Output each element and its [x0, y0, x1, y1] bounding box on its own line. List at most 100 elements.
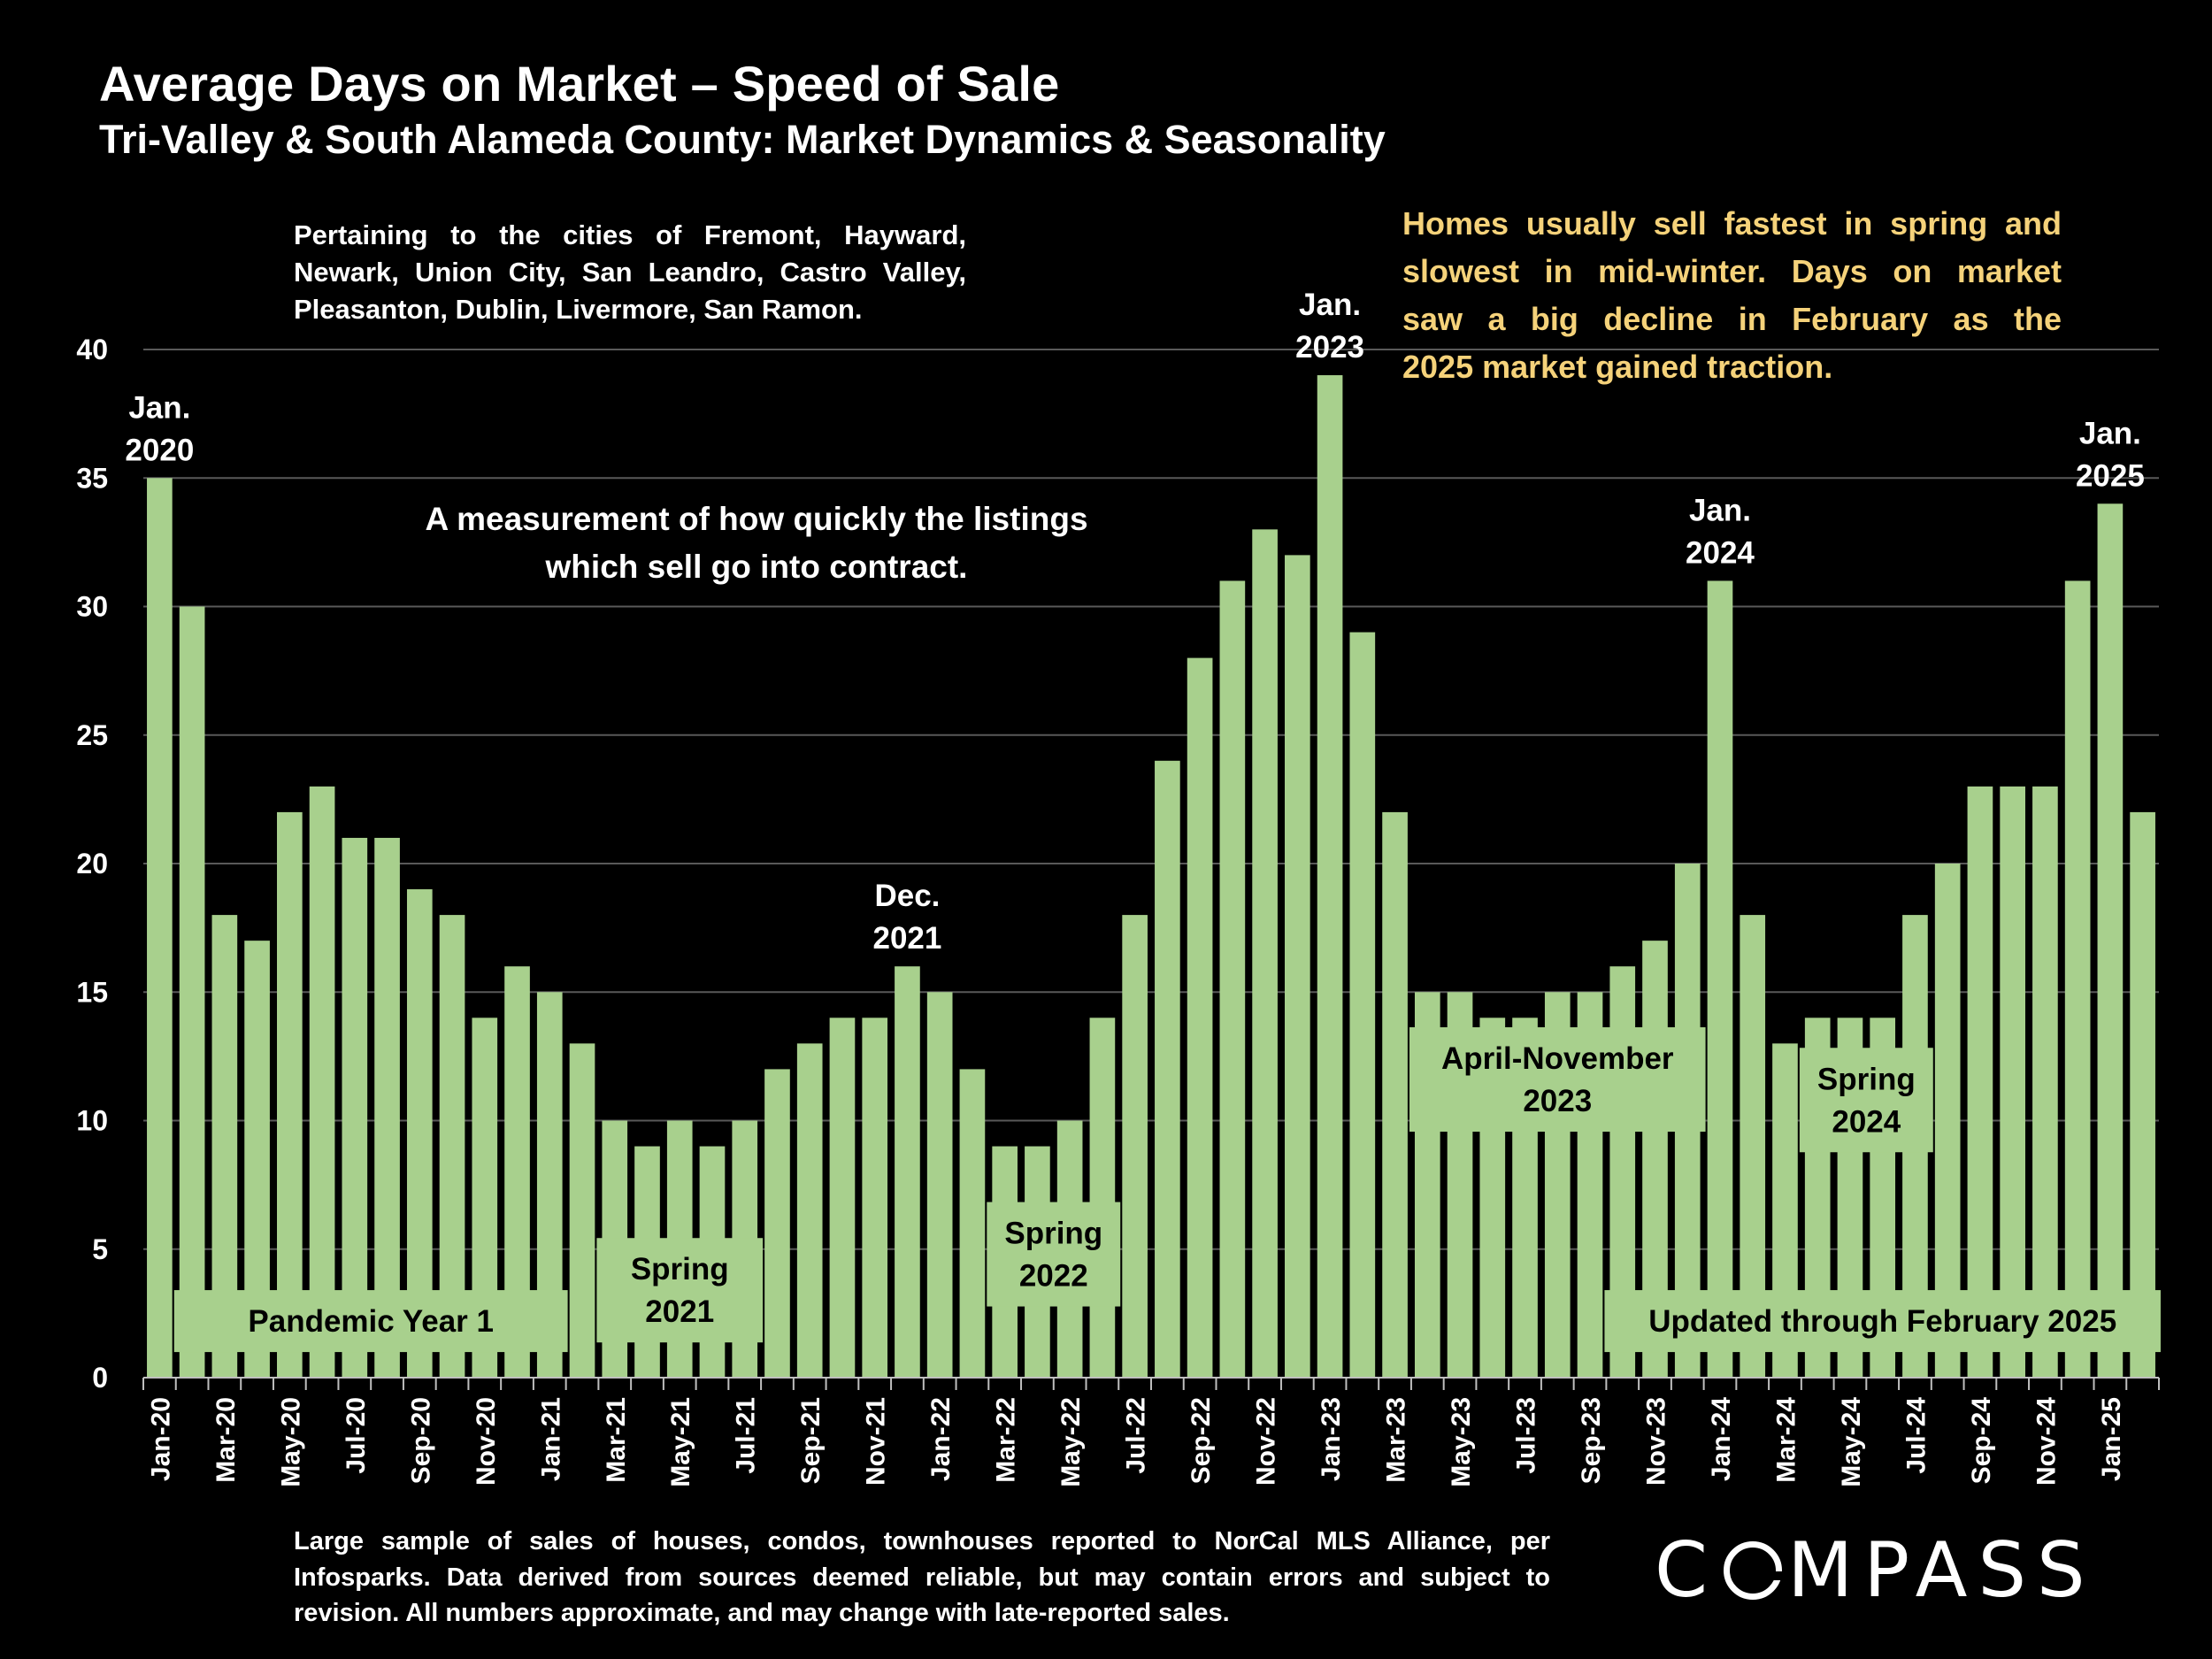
period-label: 2022 — [1019, 1259, 1088, 1294]
x-tick-label: May-23 — [1447, 1397, 1476, 1487]
x-tick-label: Nov-23 — [1642, 1397, 1671, 1486]
peak-label: 2021 — [872, 921, 941, 956]
x-tick-label: Jan-20 — [146, 1397, 175, 1481]
period-label: Spring — [1004, 1217, 1102, 1251]
period-label: Spring — [631, 1252, 729, 1286]
y-tick-label: 10 — [76, 1105, 108, 1137]
footnote-line: Infosparks. Data derived from sources de… — [294, 1563, 1550, 1592]
footnote-line: Large sample of sales of houses, condos,… — [294, 1527, 1550, 1555]
measurement-note-line: A measurement of how quickly the listing… — [425, 501, 1088, 537]
bar — [1349, 632, 1376, 1378]
seasonality-note: Homes usually sell fastest in spring and… — [1402, 200, 2062, 391]
bar — [374, 837, 400, 1378]
bar — [1252, 529, 1278, 1378]
x-tick-label: Sep-21 — [796, 1397, 826, 1484]
cities-note-line: Pertaining to the cities of Fremont, Hay… — [294, 219, 966, 250]
bar — [764, 1069, 790, 1378]
x-tick-label: Jul-21 — [732, 1397, 761, 1474]
period-label: 2024 — [1832, 1104, 1901, 1139]
bar — [1122, 915, 1148, 1378]
period-label: April-November — [1441, 1041, 1674, 1076]
bar — [796, 1043, 823, 1378]
period-label-box — [987, 1202, 1121, 1307]
bar — [1219, 580, 1246, 1378]
bar — [2130, 811, 2155, 1378]
cities-note-line: Newark, Union City, San Leandro, Castro … — [294, 256, 966, 288]
x-tick-label: Mar-20 — [211, 1397, 241, 1483]
x-tick-label: Jan-23 — [1317, 1397, 1346, 1481]
x-tick-label: Mar-21 — [602, 1397, 631, 1483]
x-tick-label: Mar-22 — [992, 1397, 1021, 1483]
x-tick-label: Sep-23 — [1577, 1397, 1606, 1484]
footnote-line: revision. All numbers approximate, and m… — [294, 1599, 1230, 1628]
bar — [1285, 555, 1310, 1378]
peak-label: Jan. — [128, 390, 190, 425]
period-label-box — [173, 1290, 568, 1353]
bar — [1155, 760, 1180, 1378]
peak-label: Jan. — [2079, 416, 2141, 450]
period-label: 2021 — [645, 1294, 714, 1329]
bar — [2097, 503, 2124, 1378]
period-label-box — [1409, 1027, 1706, 1133]
bar — [2064, 580, 2091, 1378]
peak-label: 2023 — [1295, 330, 1364, 365]
x-tick-label: Jan-22 — [926, 1397, 956, 1481]
x-tick-label: May-21 — [666, 1397, 695, 1487]
x-tick-label: Jan-21 — [536, 1397, 565, 1481]
bar — [2032, 786, 2058, 1378]
bar — [342, 837, 368, 1378]
x-tick-label: Mar-24 — [1771, 1397, 1801, 1483]
cities-note-line: Pleasanton, Dublin, Livermore, San Ramon… — [294, 293, 863, 325]
x-tick-label: Jul-24 — [1901, 1397, 1931, 1474]
compass-logo: C MPASS — [1655, 1526, 2096, 1615]
page-title: Average Days on Market – Speed of Sale — [99, 56, 1060, 111]
x-tick-label: Sep-20 — [406, 1397, 435, 1484]
bar — [1187, 657, 1213, 1378]
x-tick-label: Jul-23 — [1512, 1397, 1541, 1474]
y-tick-label: 20 — [76, 848, 108, 879]
x-tick-label: Sep-22 — [1187, 1397, 1216, 1484]
bar — [277, 811, 303, 1378]
x-tick-label: Jul-20 — [342, 1397, 371, 1474]
seasonality-note-line: 2025 market gained traction. — [1402, 349, 1833, 385]
bar — [1317, 375, 1343, 1378]
bar — [829, 1018, 856, 1378]
seasonality-note-line: Homes usually sell fastest in spring and — [1402, 205, 2062, 242]
source-footnote: Large sample of sales of houses, condos,… — [294, 1524, 1550, 1632]
peak-label: 2024 — [1686, 535, 1755, 570]
bar — [926, 992, 953, 1378]
bar — [1089, 1018, 1116, 1378]
x-tick-label: Sep-24 — [1967, 1397, 1996, 1485]
x-tick-label: May-22 — [1056, 1397, 1086, 1487]
peak-label: Dec. — [874, 879, 940, 913]
bar — [2000, 786, 2025, 1378]
bar — [569, 1043, 595, 1378]
compass-logo-c: C — [1655, 1526, 1719, 1615]
bar — [147, 478, 173, 1378]
period-label-box — [1799, 1048, 1933, 1153]
x-tick-label: May-24 — [1837, 1397, 1866, 1487]
y-tick-label: 35 — [76, 462, 108, 494]
y-tick-label: 15 — [76, 976, 108, 1008]
y-tick-label: 25 — [76, 719, 108, 751]
bar — [959, 1069, 986, 1378]
x-tick-label: Jan-24 — [1707, 1397, 1736, 1481]
y-tick-label: 40 — [76, 334, 108, 365]
bar — [895, 966, 920, 1378]
bar — [862, 1018, 888, 1378]
measurement-note-line: which sell go into contract. — [545, 548, 968, 585]
bar — [179, 606, 205, 1378]
period-label-box — [596, 1238, 764, 1343]
x-tick-label: Nov-20 — [472, 1397, 501, 1486]
period-label: Spring — [1817, 1062, 1916, 1096]
seasonality-note-line: slowest in mid-winter. Days on market — [1402, 253, 2062, 289]
peak-label: 2020 — [125, 433, 194, 467]
bar — [1967, 786, 1993, 1378]
y-tick-label: 5 — [92, 1233, 108, 1265]
bar — [309, 786, 335, 1378]
y-tick-label: 30 — [76, 591, 108, 623]
bar — [1382, 811, 1408, 1378]
peak-label: Jan. — [1299, 288, 1361, 322]
x-tick-label: May-20 — [276, 1397, 305, 1487]
